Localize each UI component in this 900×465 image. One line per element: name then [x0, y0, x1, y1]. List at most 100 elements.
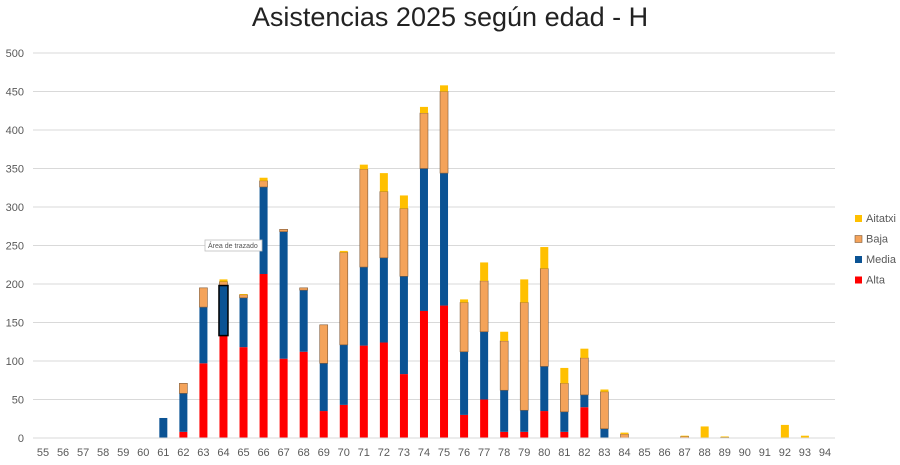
bar-alta-80[interactable] — [540, 411, 549, 438]
bar-media-72[interactable] — [379, 257, 388, 343]
bar-aitatxi-80[interactable] — [540, 247, 549, 269]
bar-media-74[interactable] — [419, 168, 428, 311]
bar-media-61[interactable] — [159, 417, 168, 438]
bar-aitatxi-73[interactable] — [399, 195, 408, 209]
legend-label-aitatxi[interactable]: Aitatxi — [866, 213, 896, 225]
bar-media-64[interactable] — [219, 285, 228, 336]
bar-alta-75[interactable] — [440, 305, 449, 438]
bar-alta-69[interactable] — [319, 411, 328, 438]
bar-baja-65[interactable] — [239, 294, 248, 299]
bar-baja-70[interactable] — [339, 252, 349, 346]
bar-alta-70[interactable] — [339, 404, 348, 438]
bar-alta-79[interactable] — [520, 431, 529, 438]
bar-alta-65[interactable] — [239, 347, 248, 438]
legend-swatch-aitatxi[interactable] — [855, 215, 862, 222]
bar-aitatxi-81[interactable] — [560, 367, 569, 384]
bar-aitatxi-89[interactable] — [720, 436, 729, 438]
bar-aitatxi-84[interactable] — [620, 432, 629, 435]
bar-media-71[interactable] — [359, 267, 368, 346]
bar-aitatxi-79[interactable] — [520, 279, 529, 303]
bar-baja-66[interactable] — [259, 180, 268, 188]
bar-aitatxi-70[interactable] — [339, 250, 348, 253]
bar-baja-79[interactable] — [519, 302, 529, 411]
bar-media-80[interactable] — [540, 366, 549, 412]
bar-alta-64[interactable] — [219, 335, 228, 438]
bar-media-75[interactable] — [440, 173, 449, 306]
bar-aitatxi-76[interactable] — [460, 299, 469, 303]
bar-baja-69[interactable] — [319, 324, 329, 364]
bar-alta-78[interactable] — [500, 431, 509, 438]
bar-alta-81[interactable] — [560, 431, 569, 438]
bar-baja-67[interactable] — [279, 229, 288, 232]
bar-aitatxi-74[interactable] — [419, 106, 428, 114]
bar-alta-82[interactable] — [580, 407, 589, 438]
bar-aitatxi-93[interactable] — [800, 435, 809, 438]
bar-aitatxi-71[interactable] — [359, 164, 368, 170]
bar-baja-72[interactable] — [379, 191, 389, 259]
bar-media-79[interactable] — [520, 410, 529, 432]
bar-alta-66[interactable] — [259, 273, 268, 438]
bar-media-70[interactable] — [339, 344, 348, 405]
bar-baja-73[interactable] — [399, 208, 409, 277]
bar-media-63[interactable] — [199, 307, 208, 364]
bar-alta-71[interactable] — [359, 345, 368, 438]
bar-baja-62[interactable] — [179, 383, 188, 394]
bar-media-78[interactable] — [500, 390, 509, 432]
bar-aitatxi-88[interactable] — [700, 426, 709, 438]
legend-label-media[interactable]: Media — [866, 254, 897, 266]
bar-baja-74[interactable] — [419, 112, 429, 169]
bar-baja-68[interactable] — [299, 287, 308, 291]
bar-media-73[interactable] — [399, 276, 408, 375]
legend-label-baja[interactable]: Baja — [866, 234, 889, 246]
bar-baja-77[interactable] — [479, 280, 489, 333]
bar-alta-62[interactable] — [179, 431, 188, 438]
bar-alta-73[interactable] — [399, 374, 408, 438]
bar-baja-78[interactable] — [499, 340, 509, 391]
legend-swatch-media[interactable] — [855, 256, 862, 263]
bar-baja-76[interactable] — [459, 302, 469, 353]
bar-alta-77[interactable] — [480, 399, 489, 439]
bar-media-81[interactable] — [560, 411, 569, 432]
bar-media-62[interactable] — [179, 393, 188, 432]
x-tick-label: 56 — [57, 447, 69, 459]
bar-aitatxi-82[interactable] — [580, 348, 589, 358]
bar-aitatxi-87[interactable] — [680, 435, 689, 437]
bar-baja-71[interactable] — [359, 168, 369, 268]
bar-media-66[interactable] — [259, 186, 268, 274]
legend-swatch-alta[interactable] — [855, 276, 862, 284]
bar-alta-63[interactable] — [199, 363, 208, 438]
bar-alta-72[interactable] — [379, 342, 388, 438]
bar-media-76[interactable] — [460, 351, 469, 415]
selected-bar-outline[interactable] — [218, 284, 229, 337]
bar-media-82[interactable] — [580, 394, 589, 408]
bar-baja-81[interactable] — [560, 383, 569, 413]
bar-media-68[interactable] — [299, 290, 308, 352]
bar-aitatxi-78[interactable] — [500, 331, 509, 341]
bar-media-69[interactable] — [319, 363, 328, 412]
bar-baja-63[interactable] — [199, 287, 208, 308]
bar-media-77[interactable] — [480, 331, 489, 400]
bar-aitatxi-64[interactable] — [219, 279, 228, 282]
bar-baja-80[interactable] — [539, 268, 549, 367]
bar-aitatxi-83[interactable] — [600, 389, 609, 392]
bar-media-67[interactable] — [279, 231, 288, 359]
legend-swatch-baja[interactable] — [854, 235, 863, 243]
bar-aitatxi-72[interactable] — [379, 173, 388, 192]
bar-baja-75[interactable] — [439, 91, 449, 174]
bar-aitatxi-92[interactable] — [780, 424, 789, 438]
legend-label-alta[interactable]: Alta — [866, 275, 886, 287]
bar-baja-84[interactable] — [620, 433, 629, 439]
bar-aitatxi-75[interactable] — [440, 85, 449, 92]
bar-alta-68[interactable] — [299, 351, 308, 438]
bar-alta-76[interactable] — [460, 414, 469, 438]
bar-media-65[interactable] — [239, 297, 248, 348]
bar-aitatxi-65[interactable] — [239, 294, 248, 295]
bar-aitatxi-66[interactable] — [259, 177, 268, 181]
bar-aitatxi-77[interactable] — [480, 262, 489, 281]
bar-media-83[interactable] — [600, 428, 609, 438]
bar-baja-82[interactable] — [580, 357, 589, 396]
bar-alta-67[interactable] — [279, 358, 288, 438]
bar-alta-74[interactable] — [419, 310, 428, 438]
bar-baja-83[interactable] — [600, 391, 609, 430]
